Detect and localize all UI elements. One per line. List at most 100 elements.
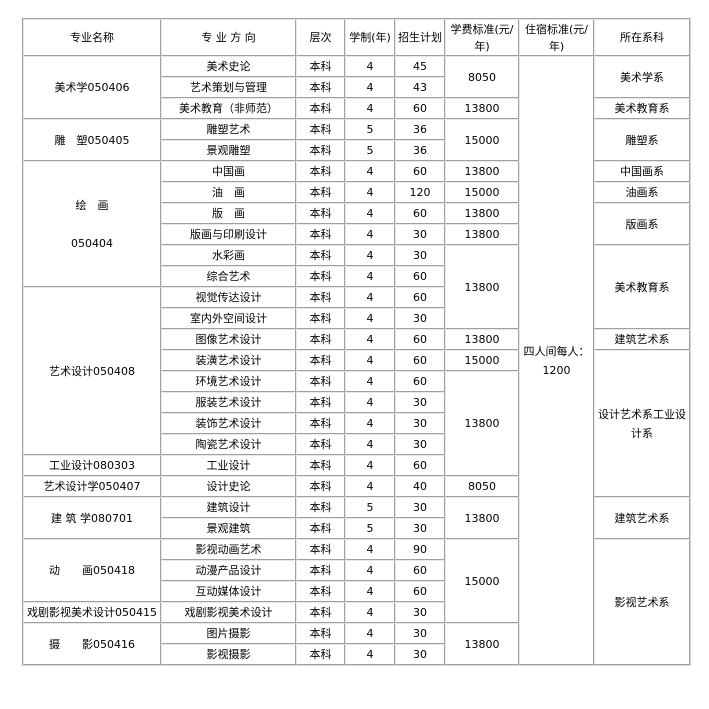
table-cell: 30 <box>395 308 445 329</box>
table-row: 工业设计080303 工业设计 本科 4 60 <box>23 455 690 476</box>
table-cell: 4 <box>345 434 395 455</box>
table-cell: 本科 <box>296 623 345 644</box>
table-cell: 影视动画艺术 <box>161 539 296 560</box>
table-cell: 综合艺术 <box>161 266 296 287</box>
table-cell: 4 <box>345 98 395 119</box>
table-cell: 13800 <box>445 224 519 245</box>
table-cell: 本科 <box>296 224 345 245</box>
table-row: 环境艺术设计 本科 4 60 13800 <box>23 371 690 476</box>
table-cell: 影视摄影 <box>161 644 296 665</box>
enrollment-table: 专业名称 专 业 方 向 层次 学制(年) 招生计划 学费标准(元/年) 住宿标… <box>22 18 691 666</box>
table-cell: 装饰艺术设计 <box>161 413 296 434</box>
table-cell: 本科 <box>296 560 345 581</box>
table-cell: 15000 <box>445 119 519 161</box>
table-cell: 60 <box>395 455 445 476</box>
table-cell: 60 <box>395 350 445 371</box>
table-cell: 版画与印刷设计 <box>161 224 296 245</box>
table-cell: 4 <box>345 245 395 266</box>
table-row: 装潢艺术设计 本科 4 60 15000 设计艺术系工业设计系 <box>23 350 690 497</box>
table-cell: 雕 塑050405 <box>23 119 161 161</box>
table-cell: 室内外空间设计 <box>161 308 296 329</box>
table-row: 美术教育（非师范） 本科 4 60 13800 美术教育系 <box>23 98 690 119</box>
table-cell: 美术教育（非师范） <box>161 98 296 119</box>
table-cell: 建筑艺术系 <box>594 329 690 350</box>
table-cell: 影视艺术系 <box>594 539 690 665</box>
table-cell: 本科 <box>296 203 345 224</box>
table-cell: 4 <box>345 371 395 392</box>
header-dorm: 住宿标准(元/年) <box>519 19 594 56</box>
table-cell: 版画系 <box>594 203 690 245</box>
table-cell: 中国画系 <box>594 161 690 182</box>
table-cell: 4 <box>345 476 395 497</box>
table-row: 动 画050418 影视动画艺术 本科 4 90 15000 影视艺术系 <box>23 539 690 665</box>
table-row: 景观雕塑 本科 5 36 <box>23 140 690 161</box>
table-cell: 15000 <box>445 350 519 371</box>
table-cell: 4 <box>345 203 395 224</box>
table-cell: 本科 <box>296 161 345 182</box>
table-cell: 13800 <box>445 497 519 539</box>
table-cell: 4 <box>345 539 395 560</box>
header-department: 所在系科 <box>594 19 690 56</box>
table-cell: 30 <box>395 497 445 518</box>
table-row: 雕 塑050405 雕塑艺术 本科 5 36 15000 雕塑系 <box>23 119 690 161</box>
table-cell: 美术史论 <box>161 56 296 77</box>
table-cell: 30 <box>395 245 445 266</box>
table-cell: 4 <box>345 77 395 98</box>
table-cell: 本科 <box>296 455 345 476</box>
table-cell: 43 <box>395 77 445 98</box>
table-cell: 4 <box>345 329 395 350</box>
table-cell: 服装艺术设计 <box>161 392 296 413</box>
table-header: 专业名称 专 业 方 向 层次 学制(年) 招生计划 学费标准(元/年) 住宿标… <box>23 19 690 56</box>
table-cell: 本科 <box>296 371 345 392</box>
table-cell: 工业设计080303 <box>23 455 161 476</box>
header-years: 学制(年) <box>345 19 395 56</box>
table-cell: 本科 <box>296 56 345 77</box>
table-cell: 4 <box>345 581 395 602</box>
table-row: 服装艺术设计 本科 4 30 <box>23 392 690 413</box>
table-cell: 美术教育系 <box>594 98 690 119</box>
table-cell: 13800 <box>445 98 519 119</box>
table-row: 绘 画 050404 中国画 本科 4 60 13800 中国画系 <box>23 161 690 287</box>
table-cell: 15000 <box>445 539 519 623</box>
table-cell: 30 <box>395 602 445 623</box>
table-cell: 4 <box>345 644 395 665</box>
table-cell: 本科 <box>296 308 345 329</box>
table-cell: 艺术设计学050407 <box>23 476 161 497</box>
table-cell: 本科 <box>296 581 345 602</box>
table-cell: 60 <box>395 266 445 287</box>
table-cell: 建筑艺术系 <box>594 497 690 539</box>
table-cell: 本科 <box>296 497 345 518</box>
header-direction: 专 业 方 向 <box>161 19 296 56</box>
table-cell: 水彩画 <box>161 245 296 266</box>
table-cell: 本科 <box>296 98 345 119</box>
table-cell: 60 <box>395 203 445 224</box>
table-row: 摄 影050416 图片摄影 本科 4 30 13800 <box>23 623 690 665</box>
table-cell: 本科 <box>296 518 345 539</box>
table-cell: 30 <box>395 392 445 413</box>
table-cell: 30 <box>395 623 445 644</box>
table-row: 室内外空间设计 本科 4 30 <box>23 308 690 329</box>
table-cell: 4 <box>345 308 395 329</box>
table-cell: 本科 <box>296 476 345 497</box>
table-cell: 30 <box>395 224 445 245</box>
table-cell: 4 <box>345 224 395 245</box>
header-level: 层次 <box>296 19 345 56</box>
header-enrollment: 招生计划 <box>395 19 445 56</box>
table-cell: 图像艺术设计 <box>161 329 296 350</box>
table-cell: 绘 画 050404 <box>23 161 161 287</box>
table-row: 互动媒体设计 本科 4 60 <box>23 581 690 602</box>
table-cell: 陶瓷艺术设计 <box>161 434 296 455</box>
table-cell: 本科 <box>296 434 345 455</box>
table-cell: 本科 <box>296 329 345 350</box>
table-cell: 本科 <box>296 539 345 560</box>
table-row: 建 筑 学080701 建筑设计 本科 5 30 13800 建筑艺术系 <box>23 497 690 539</box>
table-row: 装饰艺术设计 本科 4 30 <box>23 413 690 434</box>
table-cell: 本科 <box>296 266 345 287</box>
table-cell: 本科 <box>296 602 345 623</box>
table-cell: 设计史论 <box>161 476 296 497</box>
table-cell: 本科 <box>296 350 345 371</box>
table-cell: 30 <box>395 518 445 539</box>
table-cell: 5 <box>345 119 395 140</box>
table-cell: 本科 <box>296 119 345 140</box>
table-cell: 13800 <box>445 161 519 182</box>
